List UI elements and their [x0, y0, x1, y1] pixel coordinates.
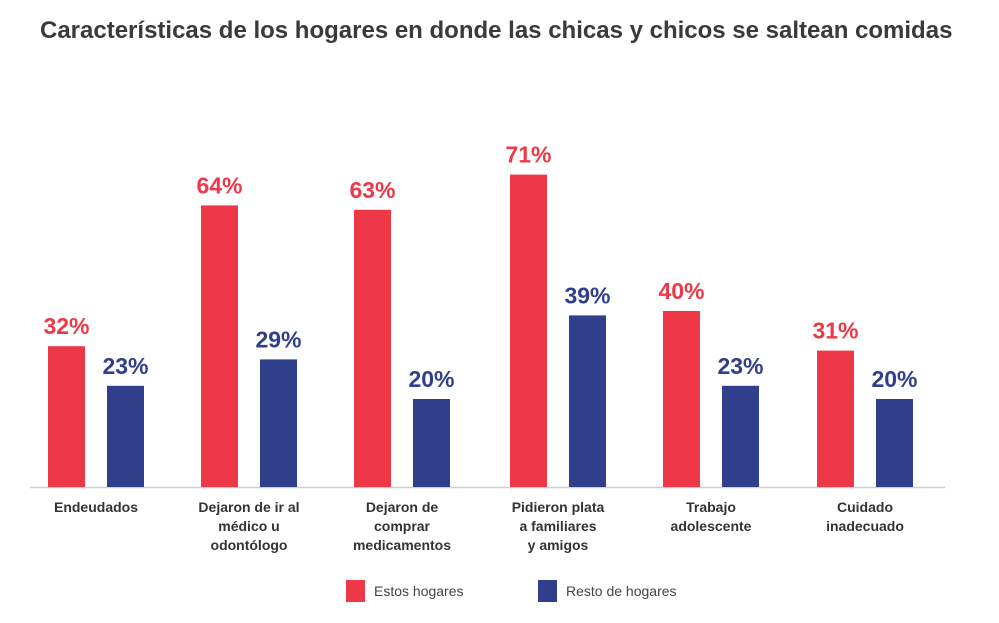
data-label: 23%: [717, 353, 763, 379]
data-label: 40%: [658, 278, 704, 304]
category-label: Endeudados: [54, 499, 138, 515]
bar-resto-2: [413, 399, 450, 487]
bar-estos-2: [354, 209, 391, 488]
bar-resto-1: [260, 359, 297, 487]
data-label: 39%: [564, 282, 610, 308]
bar-estos-5: [817, 350, 854, 487]
legend-swatch-resto: [538, 580, 557, 602]
category-label: Trabajo adolescente: [671, 499, 752, 534]
category-label: Cuidado inadecuado: [826, 499, 904, 534]
category-label: Dejaron de comprar medicamentos: [353, 499, 451, 553]
chart-title: Características de los hogares en donde …: [40, 17, 953, 44]
bar-resto-3: [569, 315, 606, 487]
bar-resto-4: [722, 385, 759, 487]
bar-resto-0: [107, 385, 144, 487]
category-label: Dejaron de ir al médico u odontólogo: [198, 499, 299, 553]
bar-resto-5: [876, 399, 913, 487]
bar-estos-4: [663, 311, 700, 487]
data-label: 31%: [812, 318, 858, 344]
data-label: 23%: [102, 353, 148, 379]
data-label: 71%: [505, 142, 551, 168]
legend-swatch-estos: [346, 580, 365, 602]
legend-label: Estos hogares: [374, 583, 464, 599]
data-label: 29%: [255, 326, 301, 352]
bar-estos-1: [201, 205, 238, 487]
data-label: 64%: [196, 172, 242, 198]
bar-estos-3: [510, 174, 547, 487]
category-label: Pidieron plata a familiares y amigos: [512, 499, 605, 553]
data-label: 20%: [408, 366, 454, 392]
data-label: 20%: [871, 366, 917, 392]
bar-estos-0: [48, 346, 85, 487]
data-label: 63%: [349, 177, 395, 203]
legend-label: Resto de hogares: [566, 583, 677, 599]
data-label: 32%: [43, 313, 89, 339]
